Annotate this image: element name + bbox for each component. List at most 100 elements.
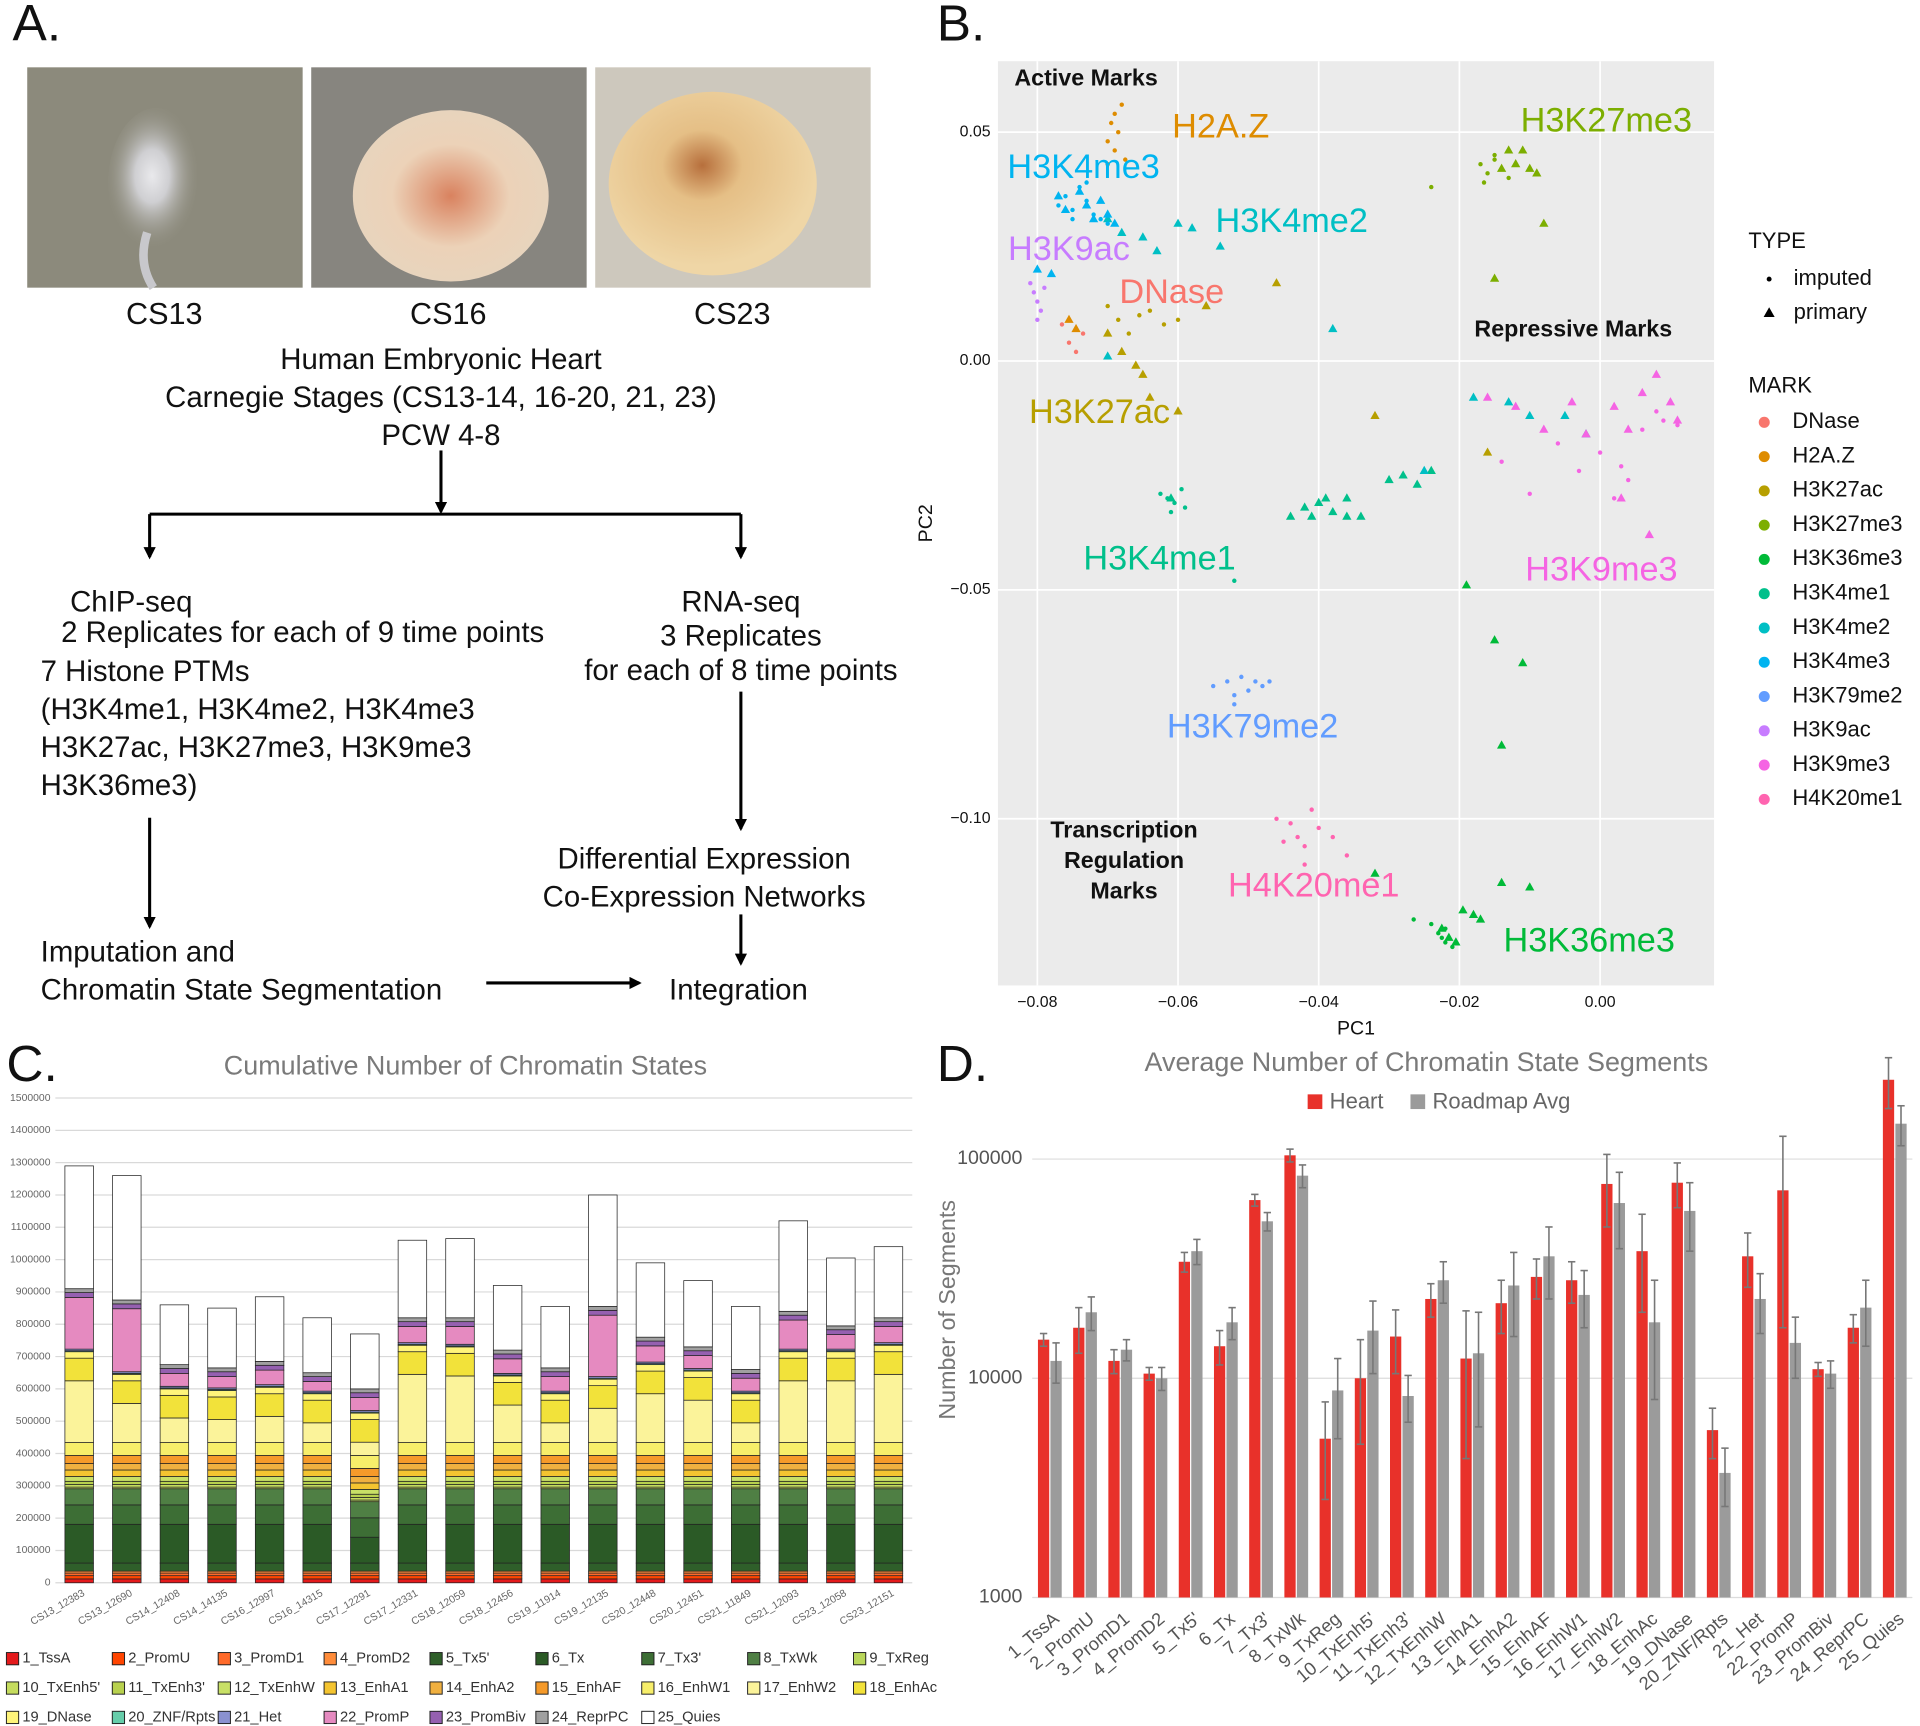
- bar-segment: [254, 1364, 285, 1371]
- y-tick-label: −0.05: [950, 581, 990, 598]
- primary-point: [1370, 410, 1380, 420]
- bar-segment: [588, 1314, 618, 1377]
- bar-segment: [302, 1376, 332, 1382]
- bar: [1671, 1182, 1683, 1598]
- bar-segment: [445, 1578, 475, 1584]
- bar-segment: [826, 1442, 856, 1456]
- bar-segment: [635, 1336, 666, 1342]
- bar-segment: [350, 1572, 380, 1577]
- cluster-label: DNase: [1119, 273, 1224, 311]
- imputed-point: [1302, 862, 1307, 867]
- expression-text: Co-Expression Networks: [543, 880, 866, 913]
- bar-segment: [64, 1504, 94, 1525]
- primary-point: [1384, 474, 1394, 484]
- bar-segment: [540, 1476, 570, 1482]
- bar: [1472, 1353, 1485, 1598]
- bar-segment: [778, 1319, 808, 1350]
- bar-segment: [730, 1484, 761, 1488]
- primary-point: [1482, 392, 1493, 401]
- bar-segment: [350, 1412, 380, 1420]
- bar-segment: [778, 1476, 808, 1482]
- imputed-point: [1618, 464, 1624, 469]
- imputation-text: Imputation and: [41, 935, 235, 968]
- rnaseq-text: RNA-seq: [681, 585, 800, 618]
- panel-label: D.: [937, 1034, 988, 1092]
- legend-label: 8_TxWk: [764, 1651, 818, 1667]
- bar-segment: [778, 1442, 808, 1456]
- bar-segment: [730, 1442, 761, 1456]
- bar-segment: [302, 1469, 332, 1477]
- imputed-point: [1210, 683, 1216, 689]
- imputed-point: [1429, 921, 1434, 927]
- legend-label: 15_EnhAF: [552, 1680, 621, 1696]
- bar-segment: [254, 1386, 285, 1395]
- primary-point: [1437, 923, 1447, 932]
- bar-segment: [778, 1469, 808, 1477]
- primary-point: [1314, 497, 1324, 507]
- y-tick-label: 1100000: [11, 1222, 51, 1233]
- cluster-label: H3K27me3: [1521, 101, 1692, 139]
- legend-label: 5_Tx5': [446, 1651, 490, 1667]
- bar-segment: [683, 1280, 713, 1348]
- legend-swatch: [535, 1652, 549, 1666]
- legend-label: 12_TxEnhW: [234, 1680, 315, 1696]
- primary-point: [1468, 392, 1479, 401]
- bar-segment: [635, 1262, 666, 1338]
- legend-label: H3K4me1: [1792, 580, 1890, 605]
- bar-segment: [112, 1469, 142, 1477]
- primary-point: [1665, 397, 1676, 406]
- bar: [1777, 1190, 1789, 1598]
- bar-segment: [397, 1469, 428, 1477]
- imputed-point: [1035, 299, 1040, 304]
- bar-segment: [730, 1372, 761, 1379]
- primary-point: [1539, 424, 1549, 433]
- bar-segment: [397, 1488, 428, 1506]
- bar-segment: [683, 1572, 713, 1577]
- y-axis-title: PC2: [915, 504, 937, 542]
- legend-label: 10_TxEnh5': [22, 1680, 100, 1696]
- bar: [1613, 1203, 1625, 1598]
- primary-point: [1321, 493, 1331, 502]
- legend-swatch: [747, 1652, 761, 1666]
- bar-segment: [873, 1523, 904, 1564]
- primary-point: [1482, 447, 1493, 456]
- cluster-label: H3K4me2: [1216, 202, 1368, 240]
- imputed-point: [1527, 491, 1532, 496]
- bar: [1191, 1251, 1203, 1598]
- bar-segment: [873, 1476, 904, 1482]
- legend-swatch: [217, 1710, 231, 1725]
- cluster-label: H3K9ac: [1008, 230, 1130, 268]
- bar-segment: [159, 1488, 190, 1506]
- bar-segment: [302, 1562, 332, 1572]
- imputed-point: [1330, 834, 1335, 840]
- x-tick-label: −0.04: [1299, 994, 1339, 1011]
- imputed-point: [1175, 317, 1181, 323]
- bar: [1742, 1256, 1754, 1598]
- imputed-point: [1499, 459, 1504, 464]
- y-tick-label: 0.05: [960, 123, 991, 140]
- bar-segment: [302, 1399, 332, 1424]
- bar-segment: [397, 1562, 428, 1572]
- primary-point: [1560, 410, 1570, 420]
- imputed-point: [1640, 427, 1645, 432]
- x-tick-label: −0.08: [1017, 994, 1057, 1011]
- primary-point: [1328, 323, 1338, 333]
- bar-segment: [254, 1562, 285, 1572]
- bar-segment: [64, 1476, 94, 1482]
- legend-symbol: [1758, 759, 1770, 771]
- y-tick-label: 100000: [16, 1545, 51, 1556]
- bar-segment: [445, 1375, 475, 1443]
- legend-label: H3K36me3: [1792, 545, 1902, 570]
- annotation: Transcription: [1050, 816, 1197, 842]
- legend-symbol: [1758, 416, 1770, 428]
- bar-segment: [64, 1288, 94, 1293]
- imputed-point: [1429, 184, 1434, 190]
- legend-label: 7_Tx3': [658, 1651, 702, 1667]
- bar-segment: [540, 1376, 570, 1392]
- bar-segment: [492, 1455, 523, 1464]
- legend-label: H3K4me2: [1792, 614, 1890, 639]
- bar-segment: [588, 1309, 618, 1316]
- legend-swatch: [217, 1652, 231, 1666]
- bar-segment: [826, 1480, 856, 1485]
